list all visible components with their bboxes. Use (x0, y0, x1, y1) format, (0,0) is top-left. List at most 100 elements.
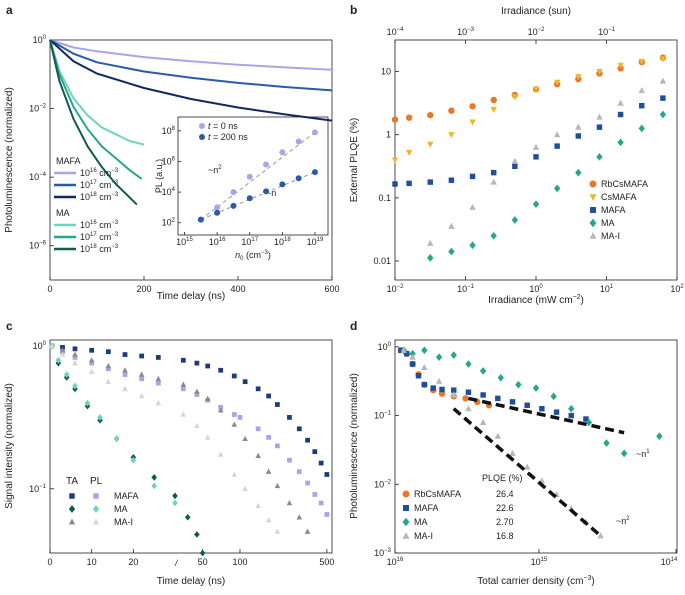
d-xtick-label-2-base: 10 (661, 557, 671, 567)
panel-b-frame (394, 39, 678, 281)
c-point-mafa-pl-15 (266, 434, 272, 440)
b-legend-marker-mafa (590, 207, 596, 213)
a-legend-entry-0-1-part3: −3 (111, 180, 119, 186)
d-ylabel: Photoluminescence (normalized) (349, 373, 360, 519)
a-legend-entry-0-0-part2: cm (97, 168, 112, 178)
c-point-mafa-ta-3 (89, 347, 95, 353)
d-xlabel-exp: −3 (583, 575, 591, 582)
inset-xtick-label-2-exp: 17 (251, 237, 258, 243)
b-point-ma-i-1 (448, 222, 455, 229)
c-point-mafa-pl-18 (296, 469, 302, 475)
d-ytick-label-1-exp: −1 (384, 411, 392, 417)
inset-ytick-label-2-exp: 6 (172, 156, 176, 162)
b-point-ma-7 (575, 168, 582, 177)
d-xtick-label-1-exp: 15 (541, 557, 548, 563)
inset-ytick-label-2: 106 (162, 156, 176, 166)
a-legend-entry-0-0: 1016 cm−3 (80, 168, 119, 178)
d-xtick-label-2: 1014 (661, 557, 678, 567)
d-legend-label-ma-i: MA-I (414, 531, 433, 541)
b-point-ma-5 (532, 200, 540, 209)
inset-ytick-label-0-exp: 2 (172, 218, 176, 224)
d-point-ma-3 (435, 353, 443, 362)
inset-point-1-5 (279, 181, 286, 188)
panel-label-d: d (350, 319, 357, 333)
b-point-mafa-10 (596, 124, 603, 130)
inset-annot-n2-base: ~n (208, 165, 218, 175)
b-toptick-label-2-exp: −2 (538, 27, 546, 33)
panel-d-frame (394, 339, 678, 554)
b-toptick-label-2-base: 10 (528, 27, 538, 37)
a-ytick-label-0: 100 (33, 35, 47, 45)
c-point-mafa-pl-13 (237, 414, 243, 420)
d-point-mafa-15 (568, 412, 574, 419)
c-legend-marker-ma-i-ta (68, 518, 76, 525)
b-point-ma-i-7 (575, 123, 582, 130)
b-point-ma-i-3 (490, 178, 497, 185)
b-xtick-label-2: 100 (529, 284, 543, 294)
c-point-ma-i-pl-14 (255, 502, 261, 509)
d-annot-n1-base: ~n (636, 449, 646, 459)
b-toptick-label-3-base: 10 (598, 27, 608, 37)
b-point-ma-9 (617, 138, 624, 147)
b-point-csmafa-4 (469, 119, 476, 126)
c-point-ma-pl-9 (172, 499, 178, 507)
b-point-csmafa-0 (391, 157, 399, 164)
c-point-mafa-pl-2 (72, 355, 78, 360)
a-legend-entry-1-2-part0: 10 (80, 244, 90, 254)
inset-ytick-label-3: 108 (162, 126, 176, 136)
inset-point-0-3 (246, 173, 253, 180)
c-point-mafa-pl-5 (122, 372, 128, 377)
panel-a-frame (49, 39, 333, 281)
inset-point-0-6 (295, 138, 302, 145)
c-point-ma-i-ta-1 (59, 347, 66, 353)
a-legend-group-mafa: MAFA (56, 156, 81, 166)
inset-point-0-4 (263, 161, 270, 168)
d-fit-line-0 (468, 396, 625, 435)
inset-ytick-label-0-base: 10 (162, 218, 172, 228)
c-axis-break: / (174, 558, 179, 568)
b-point-mafa-2 (427, 179, 433, 185)
d-point-ma-i-4 (450, 391, 457, 398)
inset-xtick-label-4-base: 10 (307, 237, 317, 247)
b-legend-marker-ma-i (589, 232, 597, 239)
b-legend-label-ma: MA (601, 218, 615, 228)
d-point-ma-7 (497, 373, 504, 382)
inset-xtick-label-0-base: 10 (176, 237, 186, 247)
inset-point-1-1 (214, 209, 221, 216)
a-legend-entry-1-2-part1: 18 (90, 244, 97, 250)
d-xtick-label-2-exp: 14 (671, 557, 678, 563)
b-legend-label-ma-i: MA-I (601, 231, 620, 241)
d-annot-n1: ~n1 (636, 449, 650, 459)
a-legend-entry-1-0-part1: 16 (90, 220, 97, 226)
b-point-csmafa-11 (617, 62, 624, 69)
a-series-ma-1e18 (49, 39, 138, 206)
d-legend-label-mafa: MAFA (414, 503, 439, 513)
b-point-mafa-3 (448, 177, 455, 183)
inset-annot-n: ~n (266, 188, 276, 198)
a-legend-entry-0-2-part0: 10 (80, 192, 90, 202)
inset-xtick-label-2-base: 10 (241, 237, 251, 247)
a-xtick-label-2: 400 (230, 284, 245, 294)
b-xtick-label-2-base: 10 (529, 284, 539, 294)
c-point-ma-ta-9 (172, 492, 178, 500)
b-ylabel: External PLQE (%) (349, 118, 360, 202)
c-point-mafa-pl-12 (231, 412, 237, 417)
b-point-ma-11 (659, 110, 667, 119)
a-xtick-label-1: 200 (136, 284, 151, 294)
inset-ytick-label-1: 104 (162, 187, 176, 197)
b-point-ma-i-0 (427, 239, 434, 246)
b-xtick-label-4: 102 (670, 284, 684, 294)
inset-xtick-label-3-exp: 18 (284, 237, 291, 243)
b-xtick-label-3: 101 (600, 284, 614, 294)
inset-annot-n2: ~n2 (208, 165, 222, 175)
c-legend-marker-ma-i-pl (92, 518, 100, 525)
c-point-ma-pl-8 (151, 482, 157, 490)
d-ytick-label-0-exp: 0 (388, 342, 392, 348)
b-legend-label-csmafa: CsMAFA (601, 192, 637, 202)
c-point-ma-i-pl-6 (138, 392, 145, 399)
c-point-mafa-pl-16 (275, 443, 280, 449)
panel-c-frame (49, 339, 333, 554)
b-xtick-label-0: 10−2 (387, 284, 405, 294)
inset-fit-0 (200, 131, 316, 221)
